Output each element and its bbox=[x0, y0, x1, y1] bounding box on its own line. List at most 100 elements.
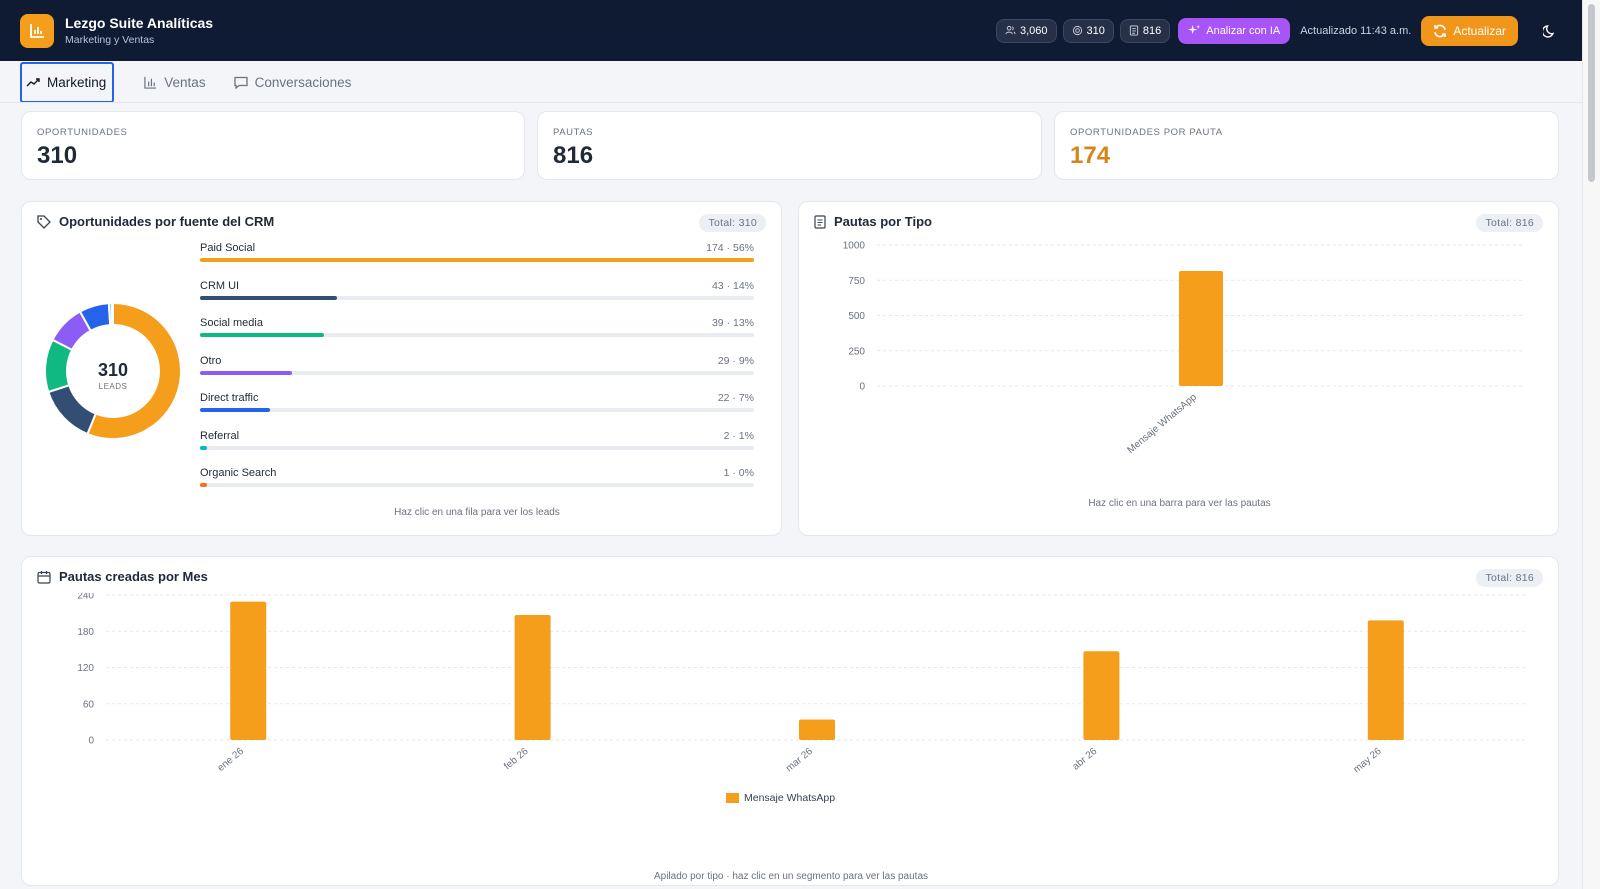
y-tick-label: 1000 bbox=[843, 241, 866, 252]
source-row[interactable]: Otro 29 · 9% bbox=[200, 355, 754, 377]
source-value: 29 · 9% bbox=[717, 354, 754, 367]
source-bar-track bbox=[200, 258, 754, 262]
total-badge: Total: 310 bbox=[699, 214, 766, 232]
source-bar-track bbox=[200, 370, 754, 375]
source-name: CRM UI bbox=[200, 279, 240, 292]
scrollbar-thumb[interactable] bbox=[1588, 4, 1595, 182]
y-tick-label: 750 bbox=[848, 276, 865, 287]
chat-bubble-icon bbox=[233, 76, 248, 89]
source-bar-track bbox=[200, 483, 754, 487]
card-title: Pautas creadas por Mes bbox=[37, 569, 208, 584]
bar[interactable] bbox=[230, 601, 267, 740]
source-value: 1 · 0% bbox=[723, 467, 754, 479]
source-bar-track bbox=[200, 295, 754, 300]
pautas-tipo-chart: 0 250 500 750 1000 Mensaje WhatsApp bbox=[843, 241, 1525, 456]
tag-icon bbox=[37, 214, 51, 229]
trending-up-icon bbox=[26, 78, 40, 87]
source-value: 39 · 13% bbox=[711, 317, 754, 329]
analyze-ai-button[interactable]: Analizar con IA bbox=[1178, 17, 1291, 44]
y-tick-label: 500 bbox=[848, 311, 865, 322]
x-tick-label: may 26 bbox=[1352, 746, 1385, 776]
y-tick-label: 0 bbox=[88, 736, 94, 747]
source-row[interactable]: Paid Social 174 · 56% bbox=[200, 242, 754, 264]
source-name: Social media bbox=[200, 317, 263, 329]
moon-icon bbox=[1543, 24, 1555, 38]
tab-ventas-label: Ventas bbox=[164, 74, 206, 90]
tab-marketing-label: Marketing bbox=[47, 74, 107, 90]
source-row[interactable]: Social media 39 · 13% bbox=[200, 317, 754, 339]
document-icon bbox=[814, 214, 826, 229]
kpi-value: 310 bbox=[37, 142, 78, 169]
donut-slice[interactable] bbox=[110, 301, 114, 327]
refresh-label: Actualizar bbox=[1453, 23, 1506, 38]
tab-ventas[interactable]: Ventas bbox=[130, 62, 219, 103]
bar[interactable] bbox=[799, 719, 835, 740]
chart-legend: Mensaje WhatsApp bbox=[726, 792, 835, 804]
y-tick-label: 120 bbox=[77, 663, 94, 674]
source-name: Paid Social bbox=[200, 242, 256, 254]
crm-sources-title: Oportunidades por fuente del CRM bbox=[59, 214, 275, 229]
bar[interactable] bbox=[1367, 620, 1404, 740]
source-bar-track bbox=[200, 333, 754, 337]
source-donut-chart: 310 LEADS bbox=[44, 301, 182, 440]
tab-conversaciones-label: Conversaciones bbox=[254, 74, 352, 90]
crm-sources-hint: Haz clic en una fila para ver los leads bbox=[394, 507, 560, 518]
kpi-card-oportunidades: OPORTUNIDADES 310 bbox=[21, 111, 525, 180]
bar[interactable] bbox=[1083, 651, 1120, 740]
kpi-label: PAUTAS bbox=[553, 127, 594, 138]
pautas-tipo-card: Pautas por Tipo Total: 816 0 250 500 750 100… bbox=[798, 201, 1559, 536]
donut-center-caption: LEADS bbox=[99, 382, 128, 391]
kpi-card-oportunidades-por-pauta: OPORTUNIDADES POR PAUTA 174 bbox=[1054, 111, 1559, 180]
tabs-divider bbox=[0, 102, 1582, 103]
source-row[interactable]: CRM UI 43 · 14% bbox=[200, 280, 754, 302]
page-scrollbar[interactable] bbox=[1582, 0, 1600, 889]
last-updated-text: Actualizado 11:43 a.m. bbox=[1300, 24, 1412, 37]
card-title: Pautas por Tipo bbox=[814, 214, 932, 229]
total-badge: Total: 816 bbox=[1476, 569, 1543, 587]
source-name: Referral bbox=[200, 429, 240, 442]
source-bar-fill bbox=[200, 445, 207, 450]
legend-swatch bbox=[726, 793, 739, 803]
x-tick-label: feb 26 bbox=[502, 746, 531, 773]
app-subtitle: Marketing y Ventas bbox=[65, 34, 155, 46]
source-value: 174 · 56% bbox=[706, 242, 754, 254]
analyze-ai-label: Analizar con IA bbox=[1206, 24, 1281, 37]
source-value: 22 · 7% bbox=[717, 392, 754, 404]
bar[interactable] bbox=[514, 614, 551, 740]
bar[interactable] bbox=[1179, 270, 1223, 386]
document-icon bbox=[1129, 25, 1138, 36]
pautas-count: 816 bbox=[1142, 24, 1162, 37]
pautas-mes-title: Pautas creadas por Mes bbox=[59, 569, 208, 584]
source-bar-track bbox=[200, 445, 754, 450]
refresh-icon bbox=[1434, 24, 1447, 37]
source-name: Otro bbox=[200, 354, 222, 367]
pautas-mes-chart: 0 60 120 180 240 ene 26 feb 26 mar 26 abr 26 may … bbox=[77, 593, 1528, 776]
source-bar-track bbox=[200, 408, 754, 412]
source-bar-fill bbox=[200, 408, 271, 412]
bar-chart-icon bbox=[30, 23, 44, 38]
source-row[interactable]: Organic Search 1 · 0% bbox=[200, 467, 754, 489]
pautas-mes-hint: Apilado por tipo · haz clic en un segmen… bbox=[653, 871, 929, 882]
contacts-count-pill: 3,060 bbox=[995, 18, 1057, 43]
theme-toggle[interactable] bbox=[1538, 19, 1562, 43]
opportunities-count: 310 bbox=[1086, 24, 1105, 37]
x-tick-label: ene 26 bbox=[216, 746, 247, 774]
pautas-count-pill: 816 bbox=[1119, 18, 1171, 43]
contacts-count: 3,060 bbox=[1019, 24, 1048, 37]
tab-marketing[interactable]: Marketing bbox=[20, 61, 115, 103]
calendar-icon bbox=[37, 570, 51, 584]
donut-slice[interactable] bbox=[47, 383, 98, 436]
donut-slice[interactable] bbox=[86, 301, 182, 440]
donut-center-value: 310 bbox=[98, 360, 128, 380]
app-title: Lezgo Suite Analíticas bbox=[65, 15, 214, 31]
kpi-value: 174 bbox=[1070, 142, 1111, 169]
source-row[interactable]: Referral 2 · 1% bbox=[200, 430, 754, 452]
pautas-tipo-hint: Haz clic en una barra para ver las pauta… bbox=[1088, 498, 1271, 509]
source-name: Direct traffic bbox=[200, 392, 259, 404]
tab-conversaciones[interactable]: Conversaciones bbox=[220, 62, 366, 103]
target-icon bbox=[1072, 25, 1082, 36]
refresh-button[interactable]: Actualizar bbox=[1421, 15, 1518, 46]
card-title: Oportunidades por fuente del CRM bbox=[37, 214, 274, 229]
source-row[interactable]: Direct traffic 22 · 7% bbox=[200, 392, 754, 414]
section-tabs: Marketing Ventas Conversaciones bbox=[20, 61, 365, 103]
